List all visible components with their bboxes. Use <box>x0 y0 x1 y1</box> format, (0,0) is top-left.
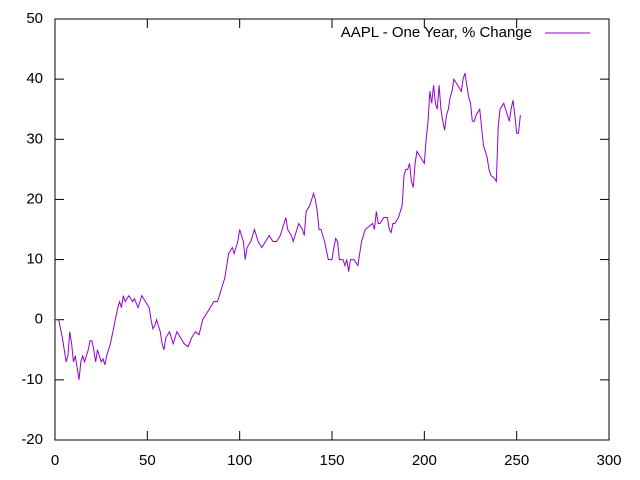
x-tick-label: 50 <box>139 452 156 469</box>
legend-label: AAPL - One Year, % Change <box>341 24 532 41</box>
data-line <box>55 72 521 380</box>
x-tick-label: 0 <box>51 452 59 469</box>
x-tick-label: 200 <box>412 452 437 469</box>
y-tick-label: 40 <box>26 70 43 87</box>
x-tick-label: 300 <box>596 452 621 469</box>
plot-border <box>54 18 610 441</box>
y-tick-label: 0 <box>35 311 43 328</box>
y-tick-label: -20 <box>21 431 43 448</box>
y-tick-label: 10 <box>26 251 43 268</box>
y-tick-label: 30 <box>26 130 43 147</box>
y-tick-label: 20 <box>26 190 43 207</box>
y-tick-label: -10 <box>21 371 43 388</box>
y-tick-label: 50 <box>26 10 43 27</box>
x-tick-label: 150 <box>319 452 344 469</box>
x-tick-label: 250 <box>504 452 529 469</box>
x-tick-label: 100 <box>227 452 252 469</box>
